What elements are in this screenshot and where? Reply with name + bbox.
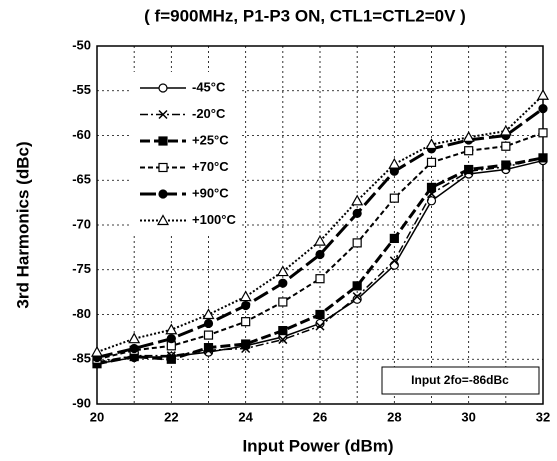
marker xyxy=(425,138,438,150)
marker xyxy=(388,157,401,169)
y-axis-label: 3rd Harmonics (dBc) xyxy=(13,141,32,308)
marker xyxy=(426,157,437,167)
x-tick-label: 32 xyxy=(536,409,550,424)
marker xyxy=(499,124,512,136)
marker xyxy=(426,196,437,206)
marker xyxy=(501,141,511,151)
legend-label: -45°C xyxy=(192,79,226,94)
x-tick-label: 28 xyxy=(387,409,401,424)
marker xyxy=(241,339,251,349)
y-tick-label: -90 xyxy=(72,395,91,410)
legend-label: +25°C xyxy=(192,132,229,147)
legend-label: +90°C xyxy=(192,185,229,200)
marker xyxy=(536,88,550,100)
y-tick-label: -60 xyxy=(72,127,91,142)
marker xyxy=(278,297,288,307)
marker xyxy=(278,278,288,288)
marker xyxy=(464,146,474,156)
legend-marker xyxy=(158,83,168,93)
y-tick-label: -75 xyxy=(72,261,91,276)
marker xyxy=(165,323,178,335)
marker xyxy=(315,249,325,260)
x-tick-label: 30 xyxy=(461,409,475,424)
marker xyxy=(239,290,252,302)
marker xyxy=(501,160,511,170)
x-tick-label: 22 xyxy=(164,409,178,424)
legend-marker xyxy=(156,214,170,226)
marker xyxy=(538,128,548,138)
chart-title: ( f=900MHz, P1-P3 ON, CTL1=CTL2=0V ) xyxy=(144,6,466,25)
legend-marker xyxy=(158,109,168,120)
marker xyxy=(352,281,362,291)
marker xyxy=(351,194,364,206)
marker xyxy=(352,208,362,218)
marker xyxy=(203,318,214,329)
x-axis-label: Input Power (dBm) xyxy=(242,436,393,455)
annotation: Input 2fo=-86dBc xyxy=(411,373,509,387)
marker xyxy=(241,317,251,327)
series xyxy=(90,88,550,357)
legend-label: -20°C xyxy=(192,106,226,121)
legend-marker xyxy=(158,136,168,146)
marker xyxy=(352,292,362,302)
marker xyxy=(426,182,437,193)
marker xyxy=(462,131,475,142)
y-tick-label: -55 xyxy=(72,82,91,97)
x-tick-label: 24 xyxy=(238,409,253,424)
marker xyxy=(276,265,289,277)
x-tick-label: 26 xyxy=(313,409,327,424)
legend-label: +70°C xyxy=(192,159,229,174)
annotation-box xyxy=(381,366,540,395)
marker xyxy=(90,345,104,357)
marker xyxy=(278,335,288,345)
marker xyxy=(315,309,325,320)
legend-marker xyxy=(158,162,168,173)
marker xyxy=(203,343,214,353)
legend-marker xyxy=(158,189,168,199)
marker xyxy=(389,233,399,244)
marker xyxy=(313,234,327,246)
marker xyxy=(352,238,362,248)
y-tick-label: -80 xyxy=(72,306,91,321)
plot-frame xyxy=(96,45,544,405)
y-tick-label: -50 xyxy=(72,37,91,52)
marker xyxy=(241,300,251,311)
marker xyxy=(389,256,399,266)
legend-label: +100°C xyxy=(192,212,236,227)
marker xyxy=(538,104,548,114)
marker xyxy=(203,330,214,340)
legend-box xyxy=(130,72,240,236)
marker xyxy=(129,343,139,354)
y-tick-label: -70 xyxy=(72,216,91,231)
marker xyxy=(464,164,474,175)
y-tick-label: -85 xyxy=(72,351,91,366)
marker xyxy=(128,332,141,344)
marker xyxy=(166,354,176,364)
marker xyxy=(315,321,325,331)
marker xyxy=(315,274,325,284)
marker xyxy=(202,308,215,320)
marker xyxy=(166,334,176,344)
marker xyxy=(389,193,399,203)
x-tick-label: 20 xyxy=(90,409,104,424)
marker xyxy=(538,153,548,163)
y-tick-label: -65 xyxy=(72,172,91,187)
marker xyxy=(278,326,288,336)
